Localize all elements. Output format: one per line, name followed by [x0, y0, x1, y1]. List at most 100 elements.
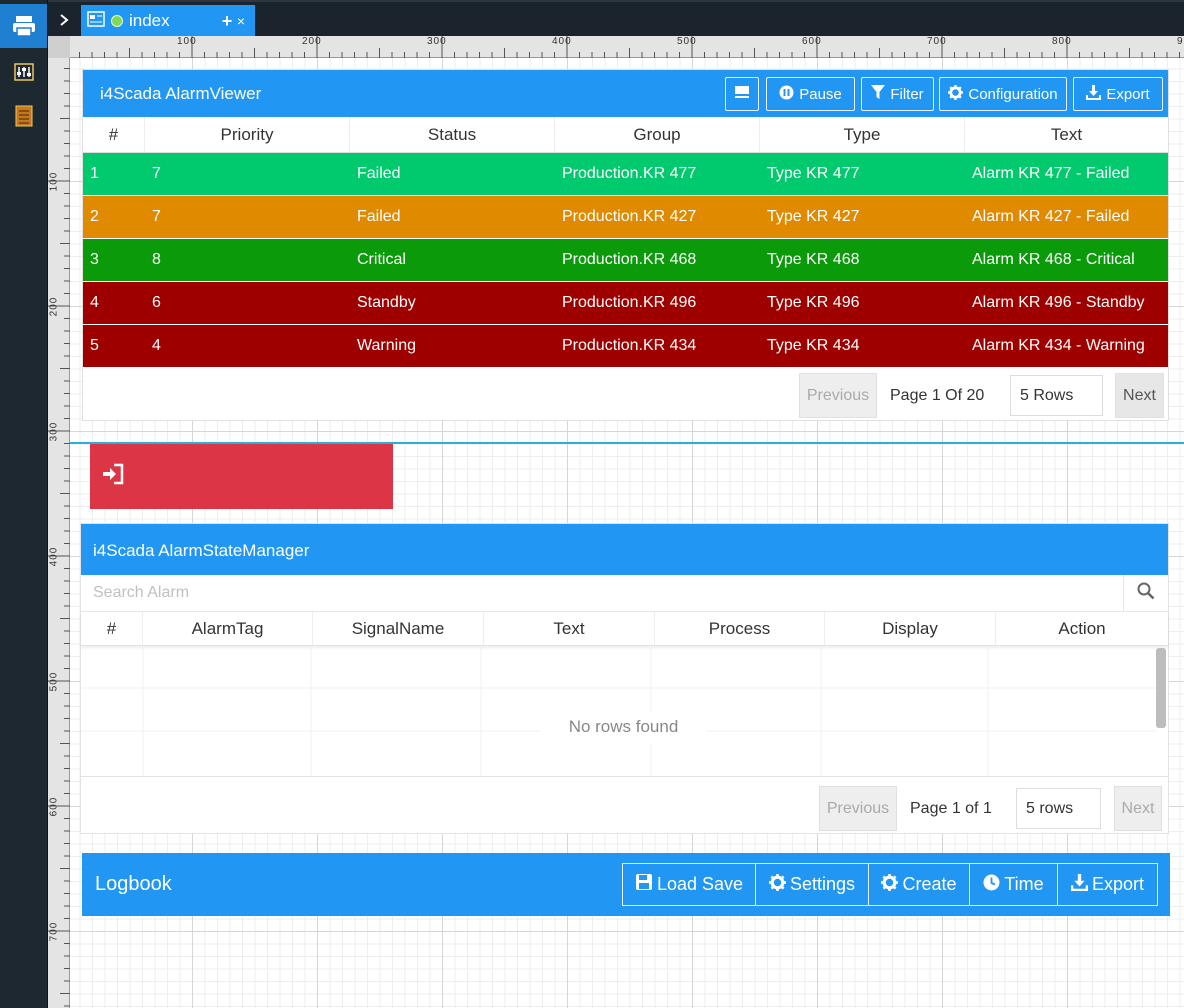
cell-priority: 7 [152, 165, 161, 182]
ruler-label: 500 [48, 671, 60, 692]
pause-icon [779, 85, 794, 104]
column-header[interactable]: Display [825, 612, 996, 645]
page-indicator: Page 1 of 1 [910, 799, 992, 817]
cell-type: Type KR 434 [767, 337, 860, 354]
previous-button[interactable]: Previous [799, 373, 877, 418]
create-button[interactable]: Create [869, 864, 970, 905]
table-row[interactable]: 5 4 Warning Production.KR 434 Type KR 43… [83, 325, 1168, 368]
pause-button[interactable]: Pause [766, 77, 855, 111]
tab-bar: index × + [48, 0, 1184, 37]
column-header[interactable]: # [81, 612, 143, 645]
login-button[interactable] [90, 444, 393, 509]
scrollbar-thumb[interactable] [1156, 648, 1166, 728]
tab-index[interactable]: index × [81, 5, 255, 37]
sign-in-icon [102, 463, 124, 490]
guide-line[interactable] [70, 442, 1184, 444]
cell-status: Standby [357, 294, 416, 311]
alarm-search-bar: Search Alarm [81, 575, 1168, 612]
cell-type: Type KR 427 [767, 208, 860, 225]
cell-group: Production.KR 468 [562, 251, 697, 268]
column-header[interactable]: Text [484, 612, 655, 645]
search-alarm-input[interactable]: Search Alarm [93, 584, 190, 601]
document-list-icon[interactable] [0, 96, 47, 136]
cell-status: Failed [357, 165, 401, 182]
gear-icon [768, 873, 786, 896]
rail-divider [47, 0, 48, 1008]
table-row[interactable]: 3 8 Critical Production.KR 468 Type KR 4… [83, 239, 1168, 282]
ruler-vertical: 100 200 300 400 500 600 700 [48, 36, 70, 1008]
pause-label: Pause [799, 85, 842, 103]
layout-toggle-button[interactable] [725, 77, 759, 111]
cell-number: 4 [90, 294, 99, 311]
search-button[interactable] [1123, 575, 1168, 611]
download-icon [1070, 873, 1088, 896]
configuration-label: Configuration [968, 85, 1058, 103]
time-label: Time [1004, 874, 1044, 894]
layout-icon [734, 85, 750, 103]
table-row[interactable]: 4 6 Standby Production.KR 496 Type KR 49… [83, 282, 1168, 325]
rows-per-page-select[interactable]: 5 Rows [1010, 375, 1103, 416]
add-tab-button[interactable]: + [221, 10, 233, 31]
next-button[interactable]: Next [1115, 373, 1164, 418]
ruler-label: 200 [302, 36, 322, 47]
table-row[interactable]: 1 7 Failed Production.KR 477 Type KR 477… [83, 153, 1168, 196]
tab-label: index [129, 11, 170, 30]
table-row[interactable]: 2 7 Failed Production.KR 427 Type KR 427… [83, 196, 1168, 239]
design-canvas[interactable]: 100 200 300 400 500 600 700 800 9 100 20… [48, 36, 1184, 1008]
previous-button[interactable]: Previous [819, 786, 897, 831]
chevron-right-icon[interactable] [48, 4, 80, 36]
configuration-button[interactable]: Configuration [939, 77, 1067, 111]
tab-close-icon[interactable]: × [236, 13, 245, 29]
settings-button[interactable]: Settings [756, 864, 869, 905]
column-header[interactable]: Group [555, 117, 760, 152]
column-header[interactable]: SignalName [313, 612, 484, 645]
alarm-state-pager: Previous Page 1 of 1 5 rows Next [819, 786, 1162, 831]
column-header[interactable]: Priority [145, 117, 350, 152]
cell-text: Alarm KR 477 - Failed [972, 165, 1130, 182]
ruler-label: 600 [48, 796, 60, 817]
cell-number: 2 [90, 208, 99, 225]
alarm-state-body: No rows found [81, 646, 1168, 776]
alarm-state-manager[interactable]: i4Scada AlarmStateManager Search Alarm #… [80, 523, 1169, 834]
column-header[interactable]: AlarmTag [143, 612, 313, 645]
cell-number: 5 [90, 337, 99, 354]
alarm-viewer-column-headers: # Priority Status Group Type Text [83, 117, 1168, 153]
cell-priority: 7 [152, 208, 161, 225]
cell-text: Alarm KR 427 - Failed [972, 208, 1130, 225]
create-label: Create [902, 874, 957, 894]
ruler-label: 100 [48, 171, 60, 192]
cell-status: Warning [357, 337, 416, 354]
column-header[interactable]: Status [350, 117, 555, 152]
column-header[interactable]: Action [1058, 618, 1106, 638]
alarm-viewer[interactable]: i4Scada AlarmViewer Pause Filt [82, 69, 1169, 421]
export-button[interactable]: Export [1073, 77, 1163, 111]
print-layout-icon[interactable] [0, 4, 47, 48]
cell-number: 1 [90, 165, 99, 182]
export-button[interactable]: Export [1058, 864, 1157, 905]
ruler-label: 9 [1177, 36, 1184, 47]
ruler-horizontal: 100 200 300 400 500 600 700 800 9 [48, 36, 1184, 58]
export-label: Export [1091, 874, 1145, 894]
column-header[interactable]: Type [760, 117, 965, 152]
column-header[interactable]: Process [655, 612, 825, 645]
column-header[interactable]: Text [1050, 124, 1083, 144]
left-toolbar [0, 0, 47, 1008]
filter-button[interactable]: Filter [861, 77, 934, 111]
cell-text: Alarm KR 434 - Warning [972, 337, 1145, 354]
next-button[interactable]: Next [1114, 786, 1162, 831]
time-button[interactable]: Time [970, 864, 1058, 905]
column-header[interactable]: # [83, 117, 145, 152]
logbook[interactable]: Logbook Load Save Settings [82, 853, 1170, 916]
filter-icon [871, 84, 886, 104]
cell-number: 3 [90, 251, 99, 268]
rows-per-page-select[interactable]: 5 rows [1016, 788, 1101, 829]
cell-type: Type KR 468 [767, 251, 860, 268]
logbook-title: Logbook [95, 873, 172, 895]
load-save-button[interactable]: Load Save [623, 864, 756, 905]
search-icon [1137, 582, 1155, 605]
cell-priority: 6 [152, 294, 161, 311]
ruler-label: 100 [177, 36, 197, 47]
controls-panel-icon[interactable] [0, 52, 47, 92]
settings-label: Settings [789, 874, 856, 894]
